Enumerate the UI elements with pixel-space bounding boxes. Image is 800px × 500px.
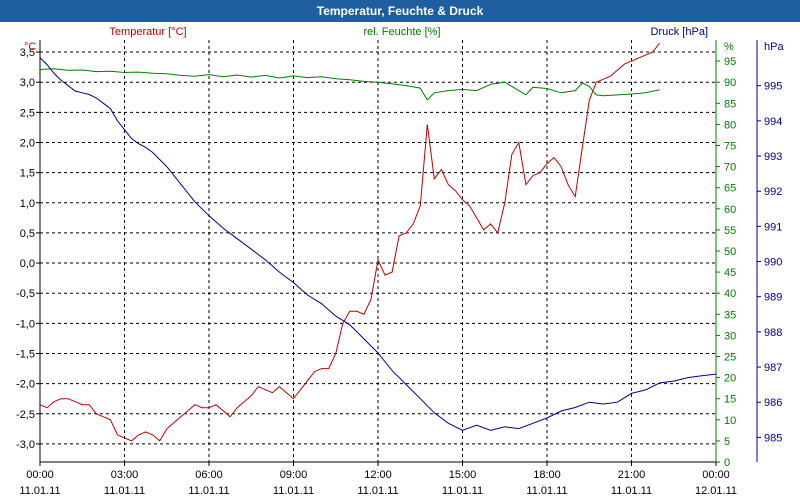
temperature-tick-label: -0,5 (16, 288, 35, 300)
grid (40, 40, 716, 462)
humidity-tick-label: 0 (724, 457, 730, 469)
x-tick-label-date: 11.01.11 (19, 485, 60, 497)
x-tick-label-time: 15:00 (449, 469, 477, 481)
humidity-tick-label: 55 (724, 225, 736, 237)
humidity-tick-label: 20 (724, 373, 736, 385)
legend-temperature: Temperatur [°C] (109, 26, 186, 38)
x-tick-label-date: 12.01.11 (695, 485, 737, 497)
humidity-tick-label: 40 (724, 288, 736, 300)
temperature-tick-label: 0,5 (20, 228, 35, 240)
humidity-tick-label: 85 (724, 98, 736, 110)
humidity-tick-label: 45 (724, 267, 736, 279)
x-tick-label-date: 11.01.11 (611, 485, 652, 497)
humidity-tick-label: 95 (724, 56, 736, 68)
x-tick-label-date: 11.01.11 (104, 485, 145, 497)
x-tick-label-time: 12:00 (364, 469, 392, 481)
temperature-tick-label: 0,0 (20, 258, 35, 270)
pressure-tick-label: 986 (764, 397, 782, 409)
ticks (36, 51, 761, 466)
humidity-tick-label: 60 (724, 204, 736, 216)
x-tick-label-date: 11.01.11 (357, 485, 398, 497)
humidity-tick-label: 10 (724, 415, 736, 427)
temperature-tick-label: 2,0 (20, 137, 35, 149)
series-line-temperature (39, 42, 661, 442)
window-title: Temperatur, Feuchte & Druck (0, 0, 800, 22)
legend-humidity: rel. Feuchte [%] (363, 26, 440, 38)
x-tick-label-time: 09:00 (280, 469, 308, 481)
humidity-tick-label: 25 (724, 352, 736, 364)
temperature-unit-label: °C (24, 41, 36, 53)
temperature-tick-label: -1,5 (16, 348, 35, 360)
pressure-tick-label: 991 (764, 221, 782, 233)
temperature-tick-label: -2,5 (16, 409, 35, 421)
pressure-tick-label: 993 (764, 151, 782, 163)
humidity-tick-label: 50 (724, 246, 736, 258)
temperature-tick-label: -3,0 (16, 439, 35, 451)
series (39, 42, 717, 442)
humidity-tick-label: 65 (724, 183, 736, 195)
humidity-tick-label: 90 (724, 77, 736, 89)
legend-pressure: Druck [hPa] (651, 26, 708, 38)
humidity-tick-label: 70 (724, 162, 736, 174)
temperature-tick-label: 3,0 (20, 77, 35, 89)
humidity-tick-label: 30 (724, 330, 736, 342)
temperature-tick-label: -1,0 (16, 318, 35, 330)
x-tick-label-time: 06:00 (195, 469, 223, 481)
x-tick-label-time: 03:00 (111, 469, 139, 481)
humidity-tick-label: 35 (724, 309, 736, 321)
humidity-tick-label: 15 (724, 394, 736, 406)
pressure-tick-label: 987 (764, 362, 782, 374)
x-tick-label-time: 18:00 (533, 469, 561, 481)
humidity-tick-label: 80 (724, 119, 736, 131)
x-tick-label-time: 21:00 (618, 469, 646, 481)
temperature-tick-label: -2,0 (16, 379, 35, 391)
x-tick-label-date: 11.01.11 (526, 485, 567, 497)
pressure-unit-label: hPa (764, 41, 784, 53)
series-line-pressure (39, 57, 717, 431)
temperature-tick-label: 1,0 (20, 198, 35, 210)
x-tick-label-time: 00:00 (26, 469, 54, 481)
x-tick-label-date: 11.01.11 (273, 485, 314, 497)
pressure-tick-label: 995 (764, 81, 782, 93)
x-tick-label-date: 11.01.11 (442, 485, 483, 497)
humidity-unit-label: % (724, 41, 734, 53)
pressure-tick-label: 985 (764, 432, 782, 444)
pressure-tick-label: 994 (764, 116, 782, 128)
series-line-humidity (39, 68, 660, 101)
humidity-tick-label: 75 (724, 141, 736, 153)
pressure-tick-label: 989 (764, 292, 782, 304)
humidity-tick-label: 5 (724, 436, 730, 448)
pressure-tick-label: 990 (764, 257, 782, 269)
axes-frame (39, 40, 758, 463)
temperature-tick-label: 2,5 (20, 107, 35, 119)
x-tick-label-date: 11.01.11 (188, 485, 229, 497)
temperature-tick-label: 1,5 (20, 168, 35, 180)
labels: 3,5 3,0 2,5 2,0 1,5 1,0 0,5 0,0 -0,5 -1,0 -1,5 -2,0… (16, 26, 784, 497)
temperature-tick-label: 3,5 (20, 47, 35, 59)
pressure-tick-label: 988 (764, 327, 782, 339)
pressure-tick-label: 992 (764, 186, 782, 198)
x-tick-label-time: 00:00 (702, 469, 730, 481)
